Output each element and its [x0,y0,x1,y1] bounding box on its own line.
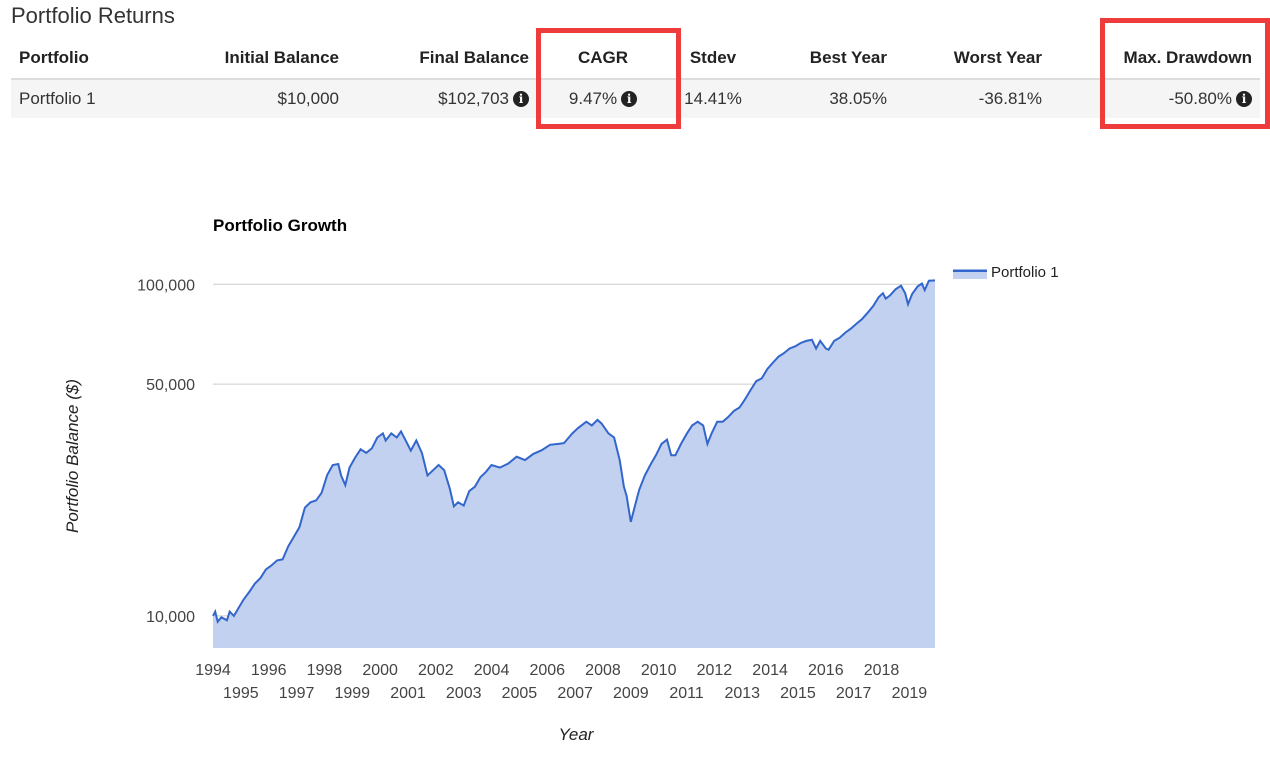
info-icon[interactable]: i [1236,91,1252,107]
table-row: Portfolio 1 $10,000 $102,703 i 9.47% i 14.… [11,79,1260,118]
x-tick-label: 2003 [446,685,482,702]
cell-final-balance: $102,703 i [347,79,537,118]
series-line-portfolio-1 [212,279,936,624]
chart-legend[interactable]: Portfolio 1 [953,264,1059,281]
cell-best-year: 38.05% [757,79,895,118]
x-tick-label: 1999 [334,685,370,702]
x-tick-label: 2011 [669,685,704,702]
series-area-portfolio-1 [213,280,935,648]
x-tick-label: 2014 [752,662,788,679]
info-icon[interactable]: i [513,91,529,107]
legend-fill-swatch [953,272,987,279]
x-tick-label: 2015 [780,685,816,702]
x-tick-label: 2009 [613,685,649,702]
x-tick-label: 1998 [307,662,343,679]
legend-label: Portfolio 1 [991,264,1059,281]
cell-stdev: 14.41% [669,79,757,118]
y-tick-label: 50,000 [146,377,195,394]
x-tick-label: 2012 [697,662,733,679]
cell-initial-balance: $10,000 [157,79,347,118]
x-tick-label: 1994 [195,662,231,679]
x-tick-label: 2000 [362,662,398,679]
x-tick-label: 2004 [474,662,510,679]
table-header-row: Portfolio Initial Balance Final Balance … [11,38,1260,80]
x-axis-ticks: 1994 1995 1996 1997 1998 1999 2000 2001 2002 2003… [195,662,927,702]
x-tick-label: 2016 [808,662,844,679]
x-tick-label: 1996 [251,662,287,679]
header-final-balance[interactable]: Final Balance [347,38,537,80]
header-stdev[interactable]: Stdev [669,38,757,80]
header-portfolio[interactable]: Portfolio [11,38,157,80]
chart-title: Portfolio Growth [213,216,347,235]
cell-max-drawdown: -50.80% i [1050,79,1260,118]
x-tick-label: 2005 [502,685,538,702]
header-worst-year[interactable]: Worst Year [895,38,1050,80]
cell-worst-year: -36.81% [895,79,1050,118]
cagr-value: 9.47% [568,89,618,108]
x-tick-label: 2001 [390,685,426,702]
y-tick-label: 100,000 [137,277,195,294]
section-title: Portfolio Returns [11,3,175,28]
y-axis-label: Portfolio Balance ($) [63,379,82,533]
x-tick-label: 2008 [585,662,621,679]
cell-cagr: 9.47% i [537,79,669,118]
portfolio-returns-table: Portfolio Initial Balance Final Balance … [11,38,1260,118]
cell-portfolio: Portfolio 1 [11,79,157,118]
header-max-drawdown[interactable]: Max. Drawdown [1050,38,1260,80]
x-tick-label: 2010 [641,662,677,679]
x-axis-label: Year [559,725,595,744]
header-best-year[interactable]: Best Year [757,38,895,80]
info-icon[interactable]: i [621,91,638,107]
x-tick-label: 2007 [557,685,593,702]
x-tick-label: 2002 [418,662,454,679]
x-tick-label: 2018 [864,662,900,679]
x-tick-label: 2013 [724,685,760,702]
header-initial-balance[interactable]: Initial Balance [157,38,347,80]
final-balance-value: $102,703 [438,89,509,108]
x-tick-label: 2017 [836,685,872,702]
header-cagr[interactable]: CAGR [537,38,669,80]
y-axis-ticks: 10,000 50,000 100,000 [137,277,195,626]
x-tick-label: 2006 [529,662,565,679]
x-tick-label: 1995 [223,685,259,702]
max-drawdown-value: -50.80% [1168,89,1232,108]
x-tick-label: 1997 [279,685,315,702]
x-tick-label: 2019 [892,685,928,702]
y-tick-label: 10,000 [146,609,195,626]
